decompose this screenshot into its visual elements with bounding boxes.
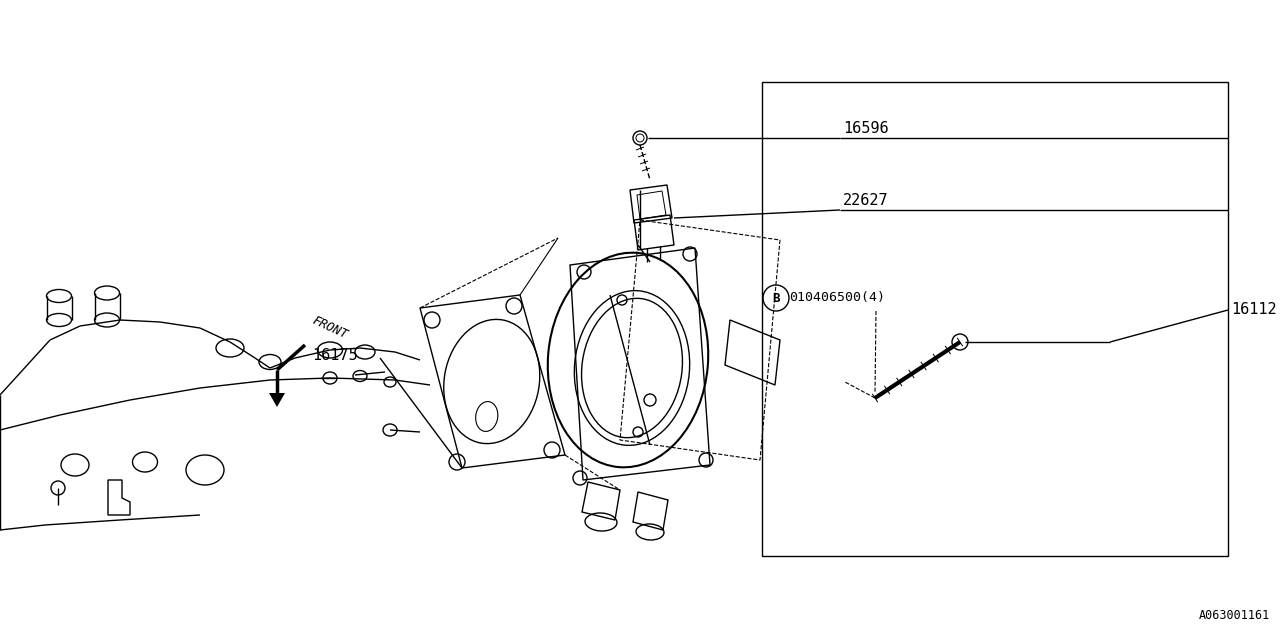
Circle shape bbox=[634, 131, 646, 145]
Bar bbox=[762, 82, 1228, 556]
Circle shape bbox=[51, 481, 65, 495]
Circle shape bbox=[952, 334, 968, 350]
Text: A063001161: A063001161 bbox=[1199, 609, 1270, 622]
Text: FRONT: FRONT bbox=[310, 314, 349, 342]
Text: 010406500(4): 010406500(4) bbox=[788, 291, 884, 305]
Text: 16596: 16596 bbox=[844, 121, 888, 136]
Text: 22627: 22627 bbox=[844, 193, 888, 208]
Text: 16112: 16112 bbox=[1231, 303, 1276, 317]
Text: 16175: 16175 bbox=[312, 349, 357, 364]
Text: B: B bbox=[772, 291, 780, 305]
Polygon shape bbox=[269, 393, 285, 407]
